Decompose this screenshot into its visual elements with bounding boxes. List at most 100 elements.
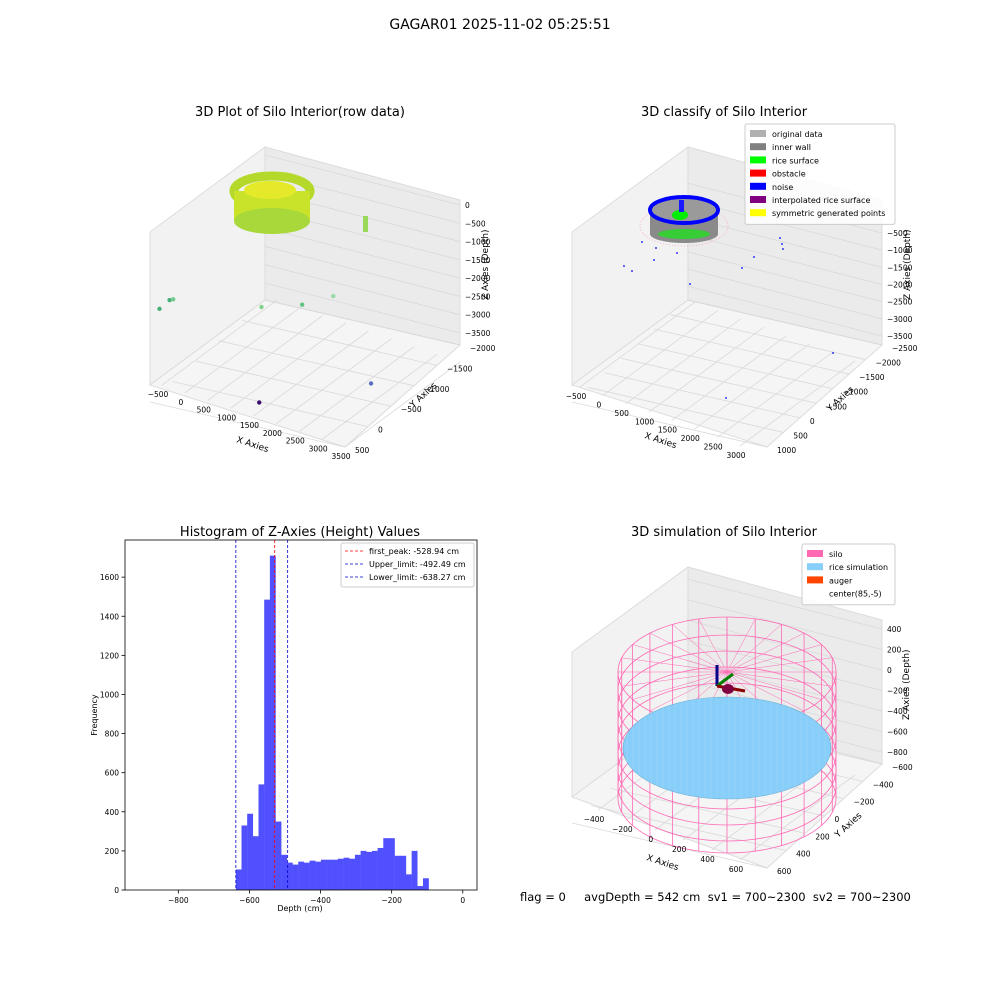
histogram-bar (247, 813, 254, 890)
simulation-y-gridline (571, 822, 768, 869)
histogram-bar (298, 861, 305, 890)
simulation-y-tick: −200 (854, 798, 875, 807)
simulation-z-label: Z Axies (Depth) (902, 649, 912, 720)
raw-z-tick: −2000 (465, 274, 491, 283)
status-line: flag = 0 avgDepth = 542 cm sv1 = 700~230… (520, 890, 911, 904)
classify-z-tick: −2000 (887, 281, 913, 290)
histogram-bar (286, 862, 293, 890)
classify-x-tick: 0 (596, 400, 601, 409)
raw-x-tick: 2500 (286, 437, 305, 446)
histogram-y-tick: 1600 (100, 573, 119, 582)
classify-noise-point (753, 256, 755, 258)
raw-silo-ring-bottom (234, 208, 310, 234)
histogram-plot: Histogram of Z-Axies (Height) Values −80… (90, 525, 478, 913)
histogram-bar (337, 858, 344, 890)
classify-noise-point (653, 259, 655, 261)
classify-z-tick: −1500 (887, 263, 913, 272)
histogram-bar (388, 838, 395, 890)
classify-x-tick: −500 (566, 392, 587, 401)
simulation-silo-wireframe (617, 616, 837, 854)
histogram-bar (252, 836, 259, 890)
silo-roof-spoke (726, 644, 822, 673)
silo-roof-spoke (726, 632, 805, 673)
classify-z-gridline (686, 234, 883, 285)
raw-wall-cluster (363, 216, 368, 232)
simulation-x-tick: −400 (584, 815, 605, 824)
histogram-bar (326, 859, 333, 890)
raw-x-tick: 2000 (263, 429, 282, 438)
raw-z-gridline (264, 264, 461, 316)
raw-x-gridline (184, 307, 301, 394)
raw-x-tick: 0 (178, 398, 183, 407)
histogram-legend-frame (340, 542, 475, 588)
simulation-y-tick: 200 (815, 832, 830, 841)
silo-roof-spoke (726, 657, 833, 673)
classify-z-gridline (686, 216, 883, 268)
classify-legend-swatch (750, 156, 766, 164)
classify-noise-point (689, 283, 691, 285)
auger-head (722, 684, 734, 694)
raw-z-tick: 0 (465, 201, 470, 210)
classify-x-tick: 1000 (635, 417, 654, 426)
silo-roof-spoke (672, 624, 728, 673)
histogram-y-tick: 400 (105, 808, 120, 817)
histogram-bar (258, 784, 265, 890)
raw-y-tick: 500 (355, 446, 370, 455)
figure-suptitle: GAGAR01 2025-11-02 05:25:51 (389, 17, 611, 33)
classify-z-tick: −3000 (887, 315, 913, 324)
classify-3d-title: 3D classify of Silo Interior (641, 105, 808, 120)
raw-x-tick: 1500 (240, 421, 259, 430)
simulation-y-tick: 400 (796, 850, 811, 859)
classify-rice-surface-lower (658, 229, 710, 239)
raw-y-tick: −2000 (470, 344, 496, 353)
histogram-y-tick: 200 (105, 847, 120, 856)
simulation-z-tick: 200 (887, 646, 902, 655)
raw-x-tick: 3500 (331, 452, 350, 461)
classify-legend-label: obstacle (772, 170, 806, 179)
classify-z-gridline (686, 268, 883, 320)
classify-legend-swatch (750, 169, 766, 177)
simulation-y-tick: −400 (873, 780, 894, 789)
histogram-bar (394, 855, 401, 890)
simulation-legend-swatch (807, 550, 823, 557)
classify-y-tick: 500 (793, 431, 808, 440)
simulation-legend-swatch (807, 563, 823, 571)
classify-rice-surface (672, 210, 688, 220)
raw-x-gridline (207, 315, 323, 401)
classify-x-tick: 2000 (681, 434, 700, 443)
classify-noise-point (623, 265, 625, 267)
raw-z-tick: −1500 (465, 256, 491, 265)
simulation-z-tick: −800 (887, 748, 908, 757)
raw-outlier-point (171, 297, 176, 302)
simulation-x-label: X Axies (645, 853, 680, 873)
histogram-y-tick: 1200 (100, 651, 119, 660)
classify-y-tick: 1000 (777, 446, 796, 455)
histogram-y-tick: 600 (105, 769, 120, 778)
histogram-y-tick: 0 (114, 886, 119, 895)
classify-y-gridline (588, 387, 784, 433)
histogram-legend-label: Upper_limit: -492.49 cm (369, 560, 466, 569)
histogram-y-label: Frequency (90, 694, 99, 736)
classify-y-gridline (571, 401, 768, 448)
raw-z-gridline (264, 227, 461, 279)
classify-legend-swatch (750, 130, 766, 137)
histogram-bar (343, 857, 350, 890)
histogram-bar (400, 855, 407, 890)
raw-x-gridline (344, 361, 461, 448)
classify-z-label: Z Axies (Depth) (903, 229, 913, 300)
silo-roof-spoke (632, 671, 728, 700)
histogram-bar (292, 864, 299, 890)
raw-silo-ring-inner (244, 181, 296, 199)
classify-legend-label: original data (772, 130, 823, 139)
raw-x-tick: 1000 (217, 413, 236, 422)
histogram-bar (366, 851, 373, 890)
histogram-bar (264, 599, 271, 890)
histogram-bar (235, 869, 242, 890)
classify-symmetric-ring-outer (639, 205, 729, 247)
simulation-legend-frame (801, 543, 896, 606)
histogram-bar (303, 862, 310, 890)
classify-noise-point (676, 252, 678, 254)
raw-y-gridline (241, 320, 438, 366)
histogram-bar (405, 874, 412, 890)
classify-noise-point (641, 241, 643, 243)
